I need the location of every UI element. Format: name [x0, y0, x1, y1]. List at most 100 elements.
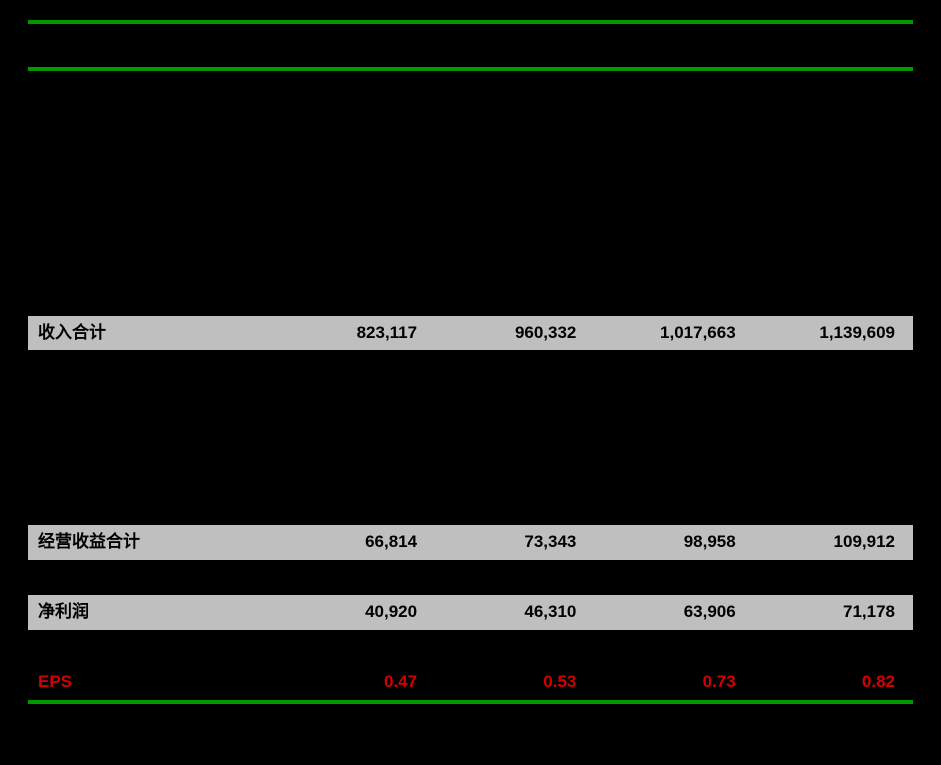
col-header-label	[28, 22, 276, 69]
row-value: 823,117	[276, 316, 435, 351]
row-label: 退保及赔付	[28, 455, 276, 490]
table-row: 退保及赔付349,744404,882420,956468,802	[28, 455, 913, 490]
table-row: 经营收益合计66,81473,34398,958109,912	[28, 525, 913, 560]
table-row: 其他非息收入27,87635,15529,10432,308	[28, 211, 913, 246]
row-value: 0.47	[276, 665, 435, 702]
row-value: 330,180	[594, 106, 753, 141]
row-label: 归属母公司净利润	[28, 630, 276, 665]
row-value: 102,187	[754, 176, 913, 211]
row-value: 960,332	[435, 316, 594, 351]
row-value: 40,920	[276, 595, 435, 630]
row-value: 0.53	[435, 665, 594, 702]
table-row: 手续费净收入81,42682,49093,686102,187	[28, 176, 913, 211]
col-header-y3: 2023E	[594, 22, 753, 69]
table-row: 税前利润66,78173,24499,056110,009	[28, 560, 913, 595]
row-value: 134,678	[594, 385, 753, 420]
row-value: 342,180	[276, 141, 435, 176]
table-row: 收入合计823,117960,3321,017,6631,139,609	[28, 316, 913, 351]
row-value: 798,252	[754, 69, 913, 106]
row-label: 收入合计	[28, 316, 276, 351]
row-value: 70,810	[754, 630, 913, 665]
row-value: 63,906	[594, 595, 753, 630]
row-label: 其他业务支出	[28, 490, 276, 525]
row-value: 40,715	[276, 630, 435, 665]
row-value: 150,177	[754, 385, 913, 420]
row-label: 净利息收入	[28, 141, 276, 176]
row-value: 109,912	[754, 525, 913, 560]
row-value: 56,444	[594, 281, 753, 316]
row-label: 税金及附加	[28, 350, 276, 385]
row-value: 32,308	[754, 211, 913, 246]
row-label: 业务及管理费	[28, 385, 276, 420]
row-label: 其他非息收入	[28, 211, 276, 246]
table-header-row: 2021A 2022A 2023E 2024E	[28, 22, 913, 69]
row-value: 404,882	[435, 455, 594, 490]
table-body: 利息收入656,574693,384737,324798,252利息支出314,…	[28, 69, 913, 702]
table-row: 税金及附加3,0713,5213,3863,703	[28, 350, 913, 385]
row-label: 经营收益合计	[28, 525, 276, 560]
row-value: 317,943	[435, 106, 594, 141]
table-row: 净利润40,92046,31063,90671,178	[28, 595, 913, 630]
row-value: 35,155	[435, 211, 594, 246]
row-value: 3,386	[594, 350, 753, 385]
row-value: 46,310	[435, 595, 594, 630]
row-value: 66,155	[276, 420, 435, 455]
row-value: 3,703	[754, 350, 913, 385]
row-value: 461,726	[754, 141, 913, 176]
row-value: 29,104	[594, 211, 753, 246]
row-value: 133,507	[435, 385, 594, 420]
row-value: 62,863	[754, 281, 913, 316]
row-value: 0.82	[754, 665, 913, 702]
row-value: 110,009	[754, 560, 913, 595]
row-label: 其他业务收入	[28, 281, 276, 316]
row-value: 480,525	[754, 246, 913, 281]
row-label: 资产减值损失	[28, 420, 276, 455]
row-label: 保险业务净收入	[28, 246, 276, 281]
row-value: 3,521	[435, 350, 594, 385]
row-value: 321,679	[754, 490, 913, 525]
row-value: 420,956	[594, 455, 753, 490]
table-row: 资产减值损失66,15576,24674,18785,336	[28, 420, 913, 455]
row-value: 98,958	[594, 525, 753, 560]
row-value: 349,744	[276, 455, 435, 490]
row-value: 268,833	[435, 490, 594, 525]
row-value: 0.73	[594, 665, 753, 702]
row-value: 431,286	[594, 246, 753, 281]
row-value: 93,686	[594, 176, 753, 211]
row-label: 手续费净收入	[28, 176, 276, 211]
row-value: 219,453	[276, 490, 435, 525]
table-row: 归属母公司净利润40,71546,08963,57970,810	[28, 630, 913, 665]
row-value: 46,089	[435, 630, 594, 665]
row-value: 63,579	[594, 630, 753, 665]
row-value: 407,143	[594, 141, 753, 176]
row-value: 85,336	[754, 420, 913, 455]
table-row: 其他业务支出219,453268,833285,499321,679	[28, 490, 913, 525]
row-value: 73,343	[435, 525, 594, 560]
row-value: 375,441	[435, 141, 594, 176]
row-value: 414,824	[435, 246, 594, 281]
row-value: 74,187	[594, 420, 753, 455]
table-row: 利息收入656,574693,384737,324798,252	[28, 69, 913, 106]
row-label: 利息收入	[28, 69, 276, 106]
row-value: 71,178	[754, 595, 913, 630]
row-value: 82,490	[435, 176, 594, 211]
row-label: EPS	[28, 665, 276, 702]
row-label: 利息支出	[28, 106, 276, 141]
row-value: 335,740	[276, 246, 435, 281]
row-value: 27,876	[276, 211, 435, 246]
row-value: 1,017,663	[594, 316, 753, 351]
table-row: 保险业务净收入335,740414,824431,286480,525	[28, 246, 913, 281]
col-header-y4: 2024E	[754, 22, 913, 69]
row-value: 81,426	[276, 176, 435, 211]
row-value: 1,139,609	[754, 316, 913, 351]
row-value: 285,499	[594, 490, 753, 525]
row-value: 336,526	[754, 106, 913, 141]
row-value: 468,802	[754, 455, 913, 490]
table-row: EPS0.470.530.730.82	[28, 665, 913, 702]
row-value: 66,781	[276, 560, 435, 595]
table-row: 净利息收入342,180375,441407,143461,726	[28, 141, 913, 176]
table-row: 利息支出314,394317,943330,180336,526	[28, 106, 913, 141]
row-value: 3,071	[276, 350, 435, 385]
row-value: 693,384	[435, 69, 594, 106]
row-value: 66,814	[276, 525, 435, 560]
